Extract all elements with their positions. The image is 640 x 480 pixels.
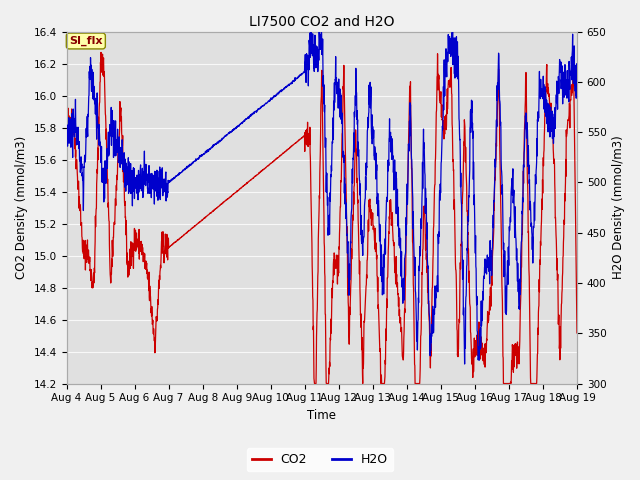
Y-axis label: H2O Density (mmol/m3): H2O Density (mmol/m3) bbox=[612, 136, 625, 279]
Legend: CO2, H2O: CO2, H2O bbox=[247, 448, 393, 471]
X-axis label: Time: Time bbox=[307, 409, 336, 422]
Text: SI_flx: SI_flx bbox=[69, 36, 102, 46]
Y-axis label: CO2 Density (mmol/m3): CO2 Density (mmol/m3) bbox=[15, 136, 28, 279]
Title: LI7500 CO2 and H2O: LI7500 CO2 and H2O bbox=[249, 15, 394, 29]
